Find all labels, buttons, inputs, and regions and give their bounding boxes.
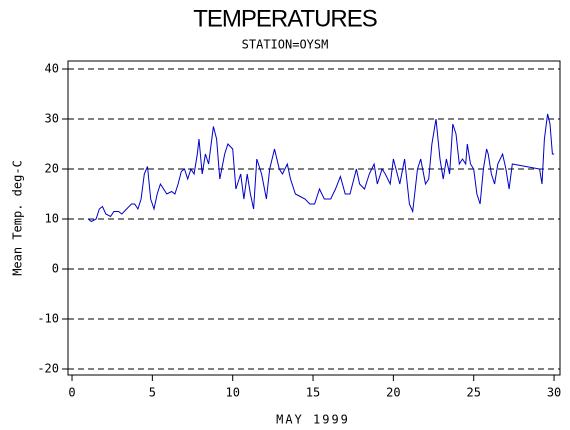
chart-title: TEMPERATURES (193, 5, 377, 32)
x-tick-label: 5 (149, 386, 156, 400)
y-tick-label: -20 (37, 362, 59, 376)
x-tick-label: 10 (225, 386, 239, 400)
chart-subtitle: STATION=OYSM (242, 38, 329, 52)
y-tick-label: 10 (45, 212, 59, 226)
x-tick-label: 15 (306, 386, 320, 400)
y-tick-label: 40 (45, 62, 59, 76)
y-axis-label: Mean Temp. deg-C (11, 160, 25, 276)
x-axis-label: MAY 1999 (276, 413, 350, 427)
y-tick-label: 20 (45, 162, 59, 176)
data-line (87, 113, 555, 223)
x-tick-label: 0 (68, 386, 75, 400)
x-tick-label: 25 (466, 386, 480, 400)
plot-frame (67, 60, 561, 376)
y-tick-label: -10 (37, 312, 59, 326)
y-tick-label: 30 (45, 112, 59, 126)
x-tick-label: 20 (386, 386, 400, 400)
x-tick-label: 30 (547, 386, 561, 400)
y-tick-label: 0 (52, 262, 59, 276)
